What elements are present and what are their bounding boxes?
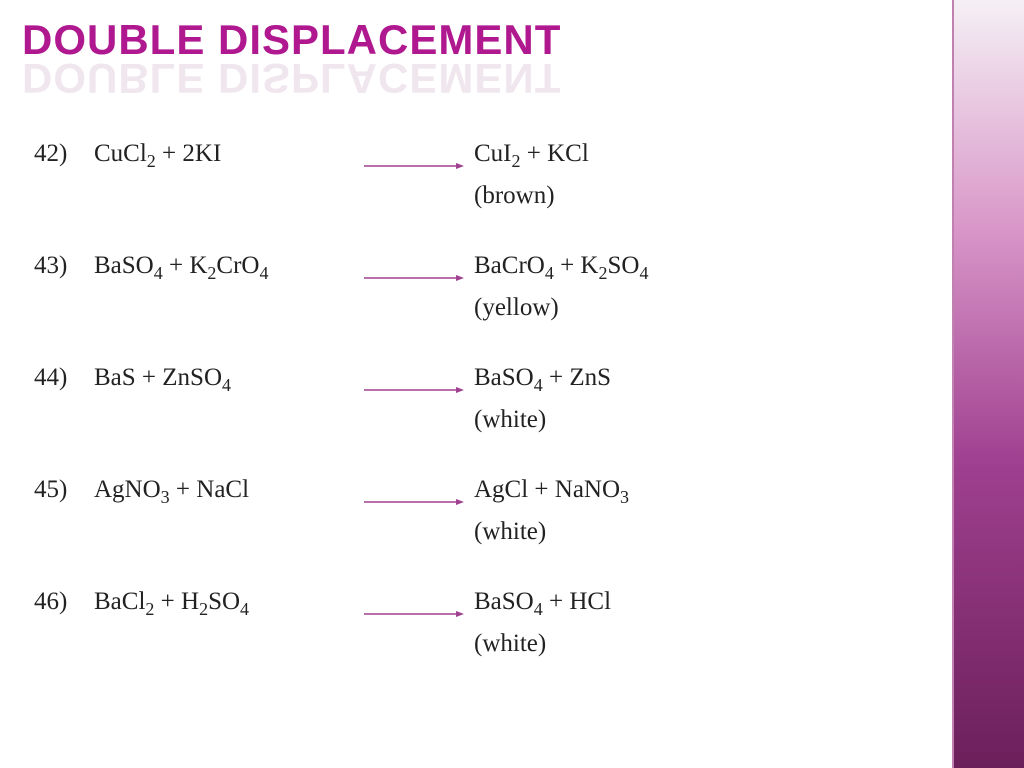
products: CuI2 + KCl: [474, 140, 874, 168]
reaction-arrow: [364, 588, 474, 626]
reactants: CuCl2 + 2KI: [94, 140, 364, 168]
reaction-row: 45) AgNO3 + NaCl AgCl + NaNO3 (white): [34, 476, 934, 546]
reactants: BaSO4 + K2CrO4: [94, 252, 364, 280]
decorative-sidebar: [952, 0, 1024, 768]
reaction-row: 42) CuCl2 + 2KI CuI2 + KCl (brown): [34, 140, 934, 210]
reaction-number: 42): [34, 140, 94, 168]
products-block: BaSO4 + HCl (white): [474, 588, 874, 658]
reactants: BaCl2 + H2SO4: [94, 588, 364, 616]
reactants: AgNO3 + NaCl: [94, 476, 364, 504]
reaction-arrow: [364, 140, 474, 178]
slide-title-block: Double displacement Double displacement: [22, 16, 561, 102]
product-note: (brown): [474, 182, 874, 210]
reaction-row: 46) BaCl2 + H2SO4 BaSO4 + HCl (white): [34, 588, 934, 658]
product-note: (yellow): [474, 294, 874, 322]
products: BaSO4 + ZnS: [474, 364, 874, 392]
reaction-number: 44): [34, 364, 94, 392]
reaction-arrow: [364, 252, 474, 290]
product-note: (white): [474, 630, 874, 658]
products: BaSO4 + HCl: [474, 588, 874, 616]
reaction-arrow: [364, 364, 474, 402]
reaction-arrow: [364, 476, 474, 514]
reactants: BaS + ZnSO4: [94, 364, 364, 392]
products-block: CuI2 + KCl (brown): [474, 140, 874, 210]
products-block: AgCl + NaNO3 (white): [474, 476, 874, 546]
products-block: BaCrO4 + K2SO4 (yellow): [474, 252, 874, 322]
reaction-row: 43) BaSO4 + K2CrO4 BaCrO4 + K2SO4 (yello…: [34, 252, 934, 322]
reaction-row: 44) BaS + ZnSO4 BaSO4 + ZnS (white): [34, 364, 934, 434]
products: BaCrO4 + K2SO4: [474, 252, 874, 280]
reaction-number: 43): [34, 252, 94, 280]
reaction-number: 46): [34, 588, 94, 616]
slide-title-reflection: Double displacement: [22, 54, 561, 102]
reactions-list: 42) CuCl2 + 2KI CuI2 + KCl (brown) 43) B…: [34, 140, 934, 700]
product-note: (white): [474, 518, 874, 546]
reaction-number: 45): [34, 476, 94, 504]
products-block: BaSO4 + ZnS (white): [474, 364, 874, 434]
product-note: (white): [474, 406, 874, 434]
products: AgCl + NaNO3: [474, 476, 874, 504]
